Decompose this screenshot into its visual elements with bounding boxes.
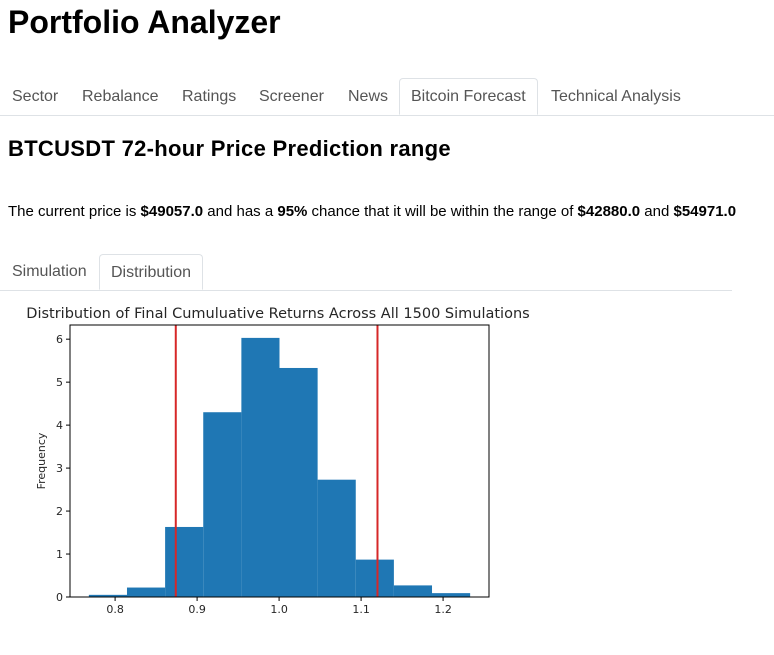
- y-tick-label: 5: [56, 376, 63, 389]
- histogram-bar: [432, 593, 471, 597]
- histogram-bar: [393, 585, 433, 597]
- x-tick-label: 1.2: [434, 603, 452, 616]
- app-title: Portfolio Analyzer: [8, 4, 281, 40]
- y-tick-label: 0: [56, 591, 63, 604]
- tab-screener[interactable]: Screener: [259, 88, 324, 105]
- histogram-bar: [126, 587, 166, 597]
- summary-text-4: and: [640, 203, 674, 220]
- histogram-bar: [279, 367, 318, 597]
- forecast-heading: BTCUSDT 72-hour Price Prediction range: [8, 136, 451, 161]
- returns-histogram-chart: Distribution of Final Cumuluative Return…: [26, 306, 529, 616]
- y-tick-label: 6: [56, 333, 63, 346]
- tab-rebalance[interactable]: Rebalance: [82, 88, 159, 105]
- tab-sector[interactable]: Sector: [12, 88, 59, 105]
- plot-area: 0.8 0.9 1.0 1.1 1.2 0 1 2 3 4 5 6: [56, 324, 490, 616]
- x-tick-label: 1.0: [270, 603, 288, 616]
- histogram-bar: [355, 559, 394, 597]
- x-tick-label: 1.1: [352, 603, 370, 616]
- y-tick-label: 2: [56, 505, 63, 518]
- current-price: $49057.0: [140, 203, 204, 220]
- summary-text-1: The current price is: [8, 203, 141, 220]
- tab-technical-analysis[interactable]: Technical Analysis: [551, 88, 681, 105]
- x-tick-label: 0.9: [188, 603, 206, 616]
- lower-bound: $42880.0: [577, 203, 641, 220]
- histogram-bar: [317, 479, 356, 597]
- y-axis-label: Frequency: [35, 432, 48, 489]
- histogram-bar: [165, 526, 204, 597]
- histogram-bar: [241, 337, 280, 597]
- forecast-summary: The current price is $49057.0 and has a …: [8, 200, 748, 223]
- x-tick-label: 0.8: [106, 603, 124, 616]
- histogram-bar: [203, 412, 242, 597]
- tab-distribution[interactable]: Distribution: [99, 254, 204, 290]
- main-nav-tabs: Sector Rebalance Ratings Screener News B…: [0, 78, 774, 116]
- summary-text-3: chance that it will be within the range …: [307, 203, 578, 220]
- y-tick-label: 1: [56, 548, 63, 561]
- tab-news[interactable]: News: [348, 88, 389, 105]
- forecast-sub-tabs: Simulation Distribution: [0, 254, 732, 291]
- upper-bound: $54971.0: [673, 203, 737, 220]
- tab-simulation[interactable]: Simulation: [12, 263, 87, 280]
- histogram-bar: [88, 594, 127, 597]
- y-tick-label: 3: [56, 462, 63, 475]
- chart-title: Distribution of Final Cumuluative Return…: [26, 306, 529, 322]
- confidence-level: 95%: [277, 203, 308, 220]
- y-tick-label: 4: [56, 419, 63, 432]
- summary-text-2: and has a: [203, 203, 278, 220]
- tab-ratings[interactable]: Ratings: [182, 88, 237, 105]
- tab-bitcoin-forecast[interactable]: Bitcoin Forecast: [399, 78, 538, 115]
